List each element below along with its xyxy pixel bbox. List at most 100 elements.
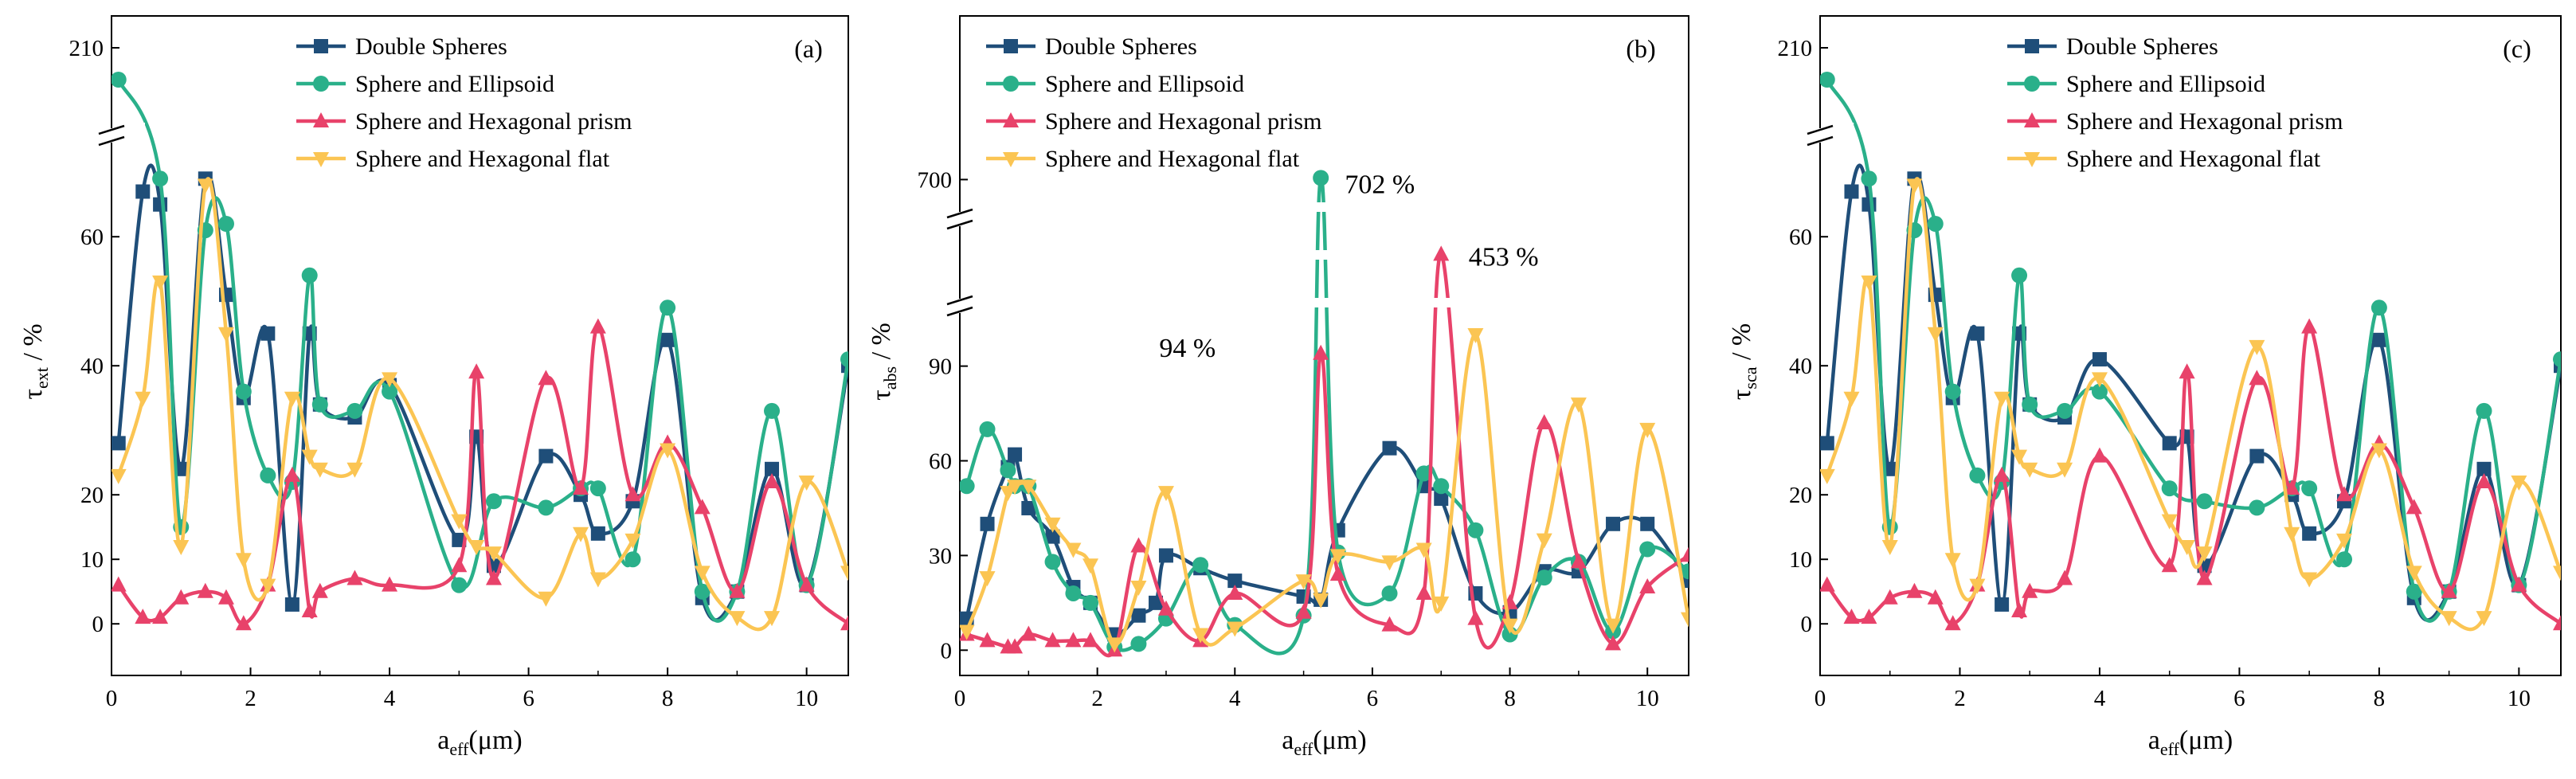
x-tick-label: 10 [2507, 686, 2531, 711]
data-point [152, 609, 169, 624]
data-point [1995, 597, 2010, 612]
data-point [2161, 557, 2178, 573]
data-point [2301, 572, 2318, 588]
data-point [1227, 573, 1243, 589]
data-point [1861, 609, 1877, 624]
data-point [1381, 585, 1398, 601]
data-point [235, 383, 252, 400]
data-point [2092, 352, 2107, 367]
x-tick-label: 4 [1229, 686, 1241, 711]
data-point [1192, 628, 1209, 644]
y-tick-label: 10 [80, 547, 104, 573]
data-point [1082, 558, 1099, 574]
data-point [1434, 491, 1449, 507]
data-point [1158, 548, 1173, 563]
data-point [660, 299, 676, 316]
data-point [2406, 499, 2422, 515]
data-point [1681, 573, 1689, 589]
data-point [765, 461, 780, 476]
data-point [2091, 447, 2108, 463]
data-point [1008, 447, 1023, 462]
x-tick-label: 8 [2374, 686, 2386, 711]
data-point [1000, 486, 1016, 502]
legend-item: Sphere and Ellipsoid [2007, 71, 2265, 97]
data-point [1131, 608, 1146, 623]
data-point [538, 370, 554, 386]
data-point [589, 318, 606, 334]
data-point [1467, 522, 1484, 538]
chart-panel-1: 0 2 4 6 8 10 0 10 20 40 60 210 (a) Double Spheres Sphe… [18, 15, 849, 759]
y-tick-label: 210 [1778, 36, 1813, 61]
data-point [624, 533, 641, 549]
break-dash-gap [1841, 123, 1854, 132]
data-point [1415, 584, 1432, 600]
data-point [2336, 486, 2353, 502]
data-point [1970, 326, 1985, 341]
data-point [1820, 436, 1834, 451]
data-point [1313, 344, 1329, 360]
data-point [197, 178, 213, 194]
y-tick-label: 0 [92, 612, 104, 637]
legend-label: Double Spheres [1045, 33, 1197, 60]
data-point [2336, 551, 2353, 568]
data-point [1605, 618, 1622, 634]
data-point [1065, 542, 1082, 558]
legend-label: Sphere and Hexagonal flat [1045, 146, 1300, 172]
x-tick-label: 2 [245, 686, 256, 711]
value-annotation: 702 % [1345, 170, 1415, 200]
data-point [235, 553, 252, 569]
data-point [485, 546, 502, 562]
data-point [1570, 397, 1587, 413]
data-point [1639, 578, 1656, 594]
x-axis-title: aeff(μm) [1282, 726, 1366, 759]
data-point [538, 448, 554, 464]
axis-break-mark [946, 208, 973, 219]
panel-tag: (c) [2503, 34, 2531, 63]
legend-label: Sphere and Hexagonal prism [1045, 108, 1321, 135]
data-point [2441, 611, 2457, 627]
legend-item: Sphere and Ellipsoid [986, 71, 1244, 97]
data-point [197, 582, 213, 598]
data-point [2553, 615, 2561, 631]
data-point [2371, 332, 2386, 347]
y-tick-label: 20 [80, 483, 104, 508]
data-point [2476, 473, 2492, 488]
data-point [1149, 595, 1164, 610]
legend-item: Sphere and Hexagonal flat [986, 146, 1300, 172]
data-point [2011, 267, 2028, 284]
data-point [382, 576, 398, 592]
legend-marker [1004, 39, 1018, 53]
legend-marker [1003, 112, 1019, 127]
data-point [840, 566, 848, 581]
legend-label: Sphere and Hexagonal flat [355, 146, 610, 172]
data-point [764, 611, 781, 627]
data-point [1927, 327, 1944, 343]
data-point [2301, 318, 2318, 334]
legend-marker [313, 152, 329, 167]
data-point [2249, 499, 2265, 516]
data-point [382, 383, 398, 400]
legend-label: Sphere and Ellipsoid [2066, 71, 2265, 97]
data-point [1820, 576, 1835, 592]
legend-item: Sphere and Hexagonal prism [296, 108, 632, 135]
data-point [1927, 589, 1944, 605]
data-point [1639, 422, 1656, 438]
data-point [2511, 476, 2527, 491]
data-point [112, 436, 126, 451]
data-point [1906, 178, 1923, 194]
break-dash-gap [1315, 202, 1329, 212]
data-point [2011, 449, 2028, 465]
data-point [1606, 516, 1621, 531]
x-tick-label: 10 [1636, 686, 1659, 711]
x-tick-label: 4 [384, 686, 396, 711]
data-point [624, 486, 641, 502]
data-point [2057, 462, 2073, 478]
x-tick-label: 4 [2094, 686, 2106, 711]
legend-item: Sphere and Hexagonal prism [986, 108, 1321, 135]
data-point [2022, 396, 2038, 413]
data-point [1681, 546, 1689, 562]
data-point [2284, 527, 2300, 542]
data-point [960, 478, 975, 495]
data-point [135, 609, 151, 624]
